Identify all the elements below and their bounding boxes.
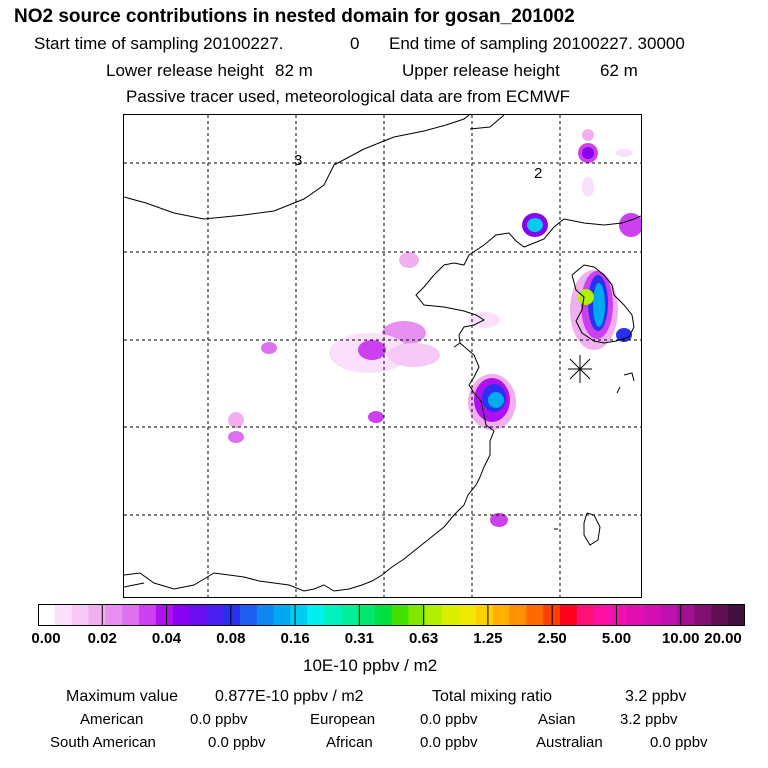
- colorbar-cell: [425, 604, 443, 626]
- colorbar-cell: [391, 604, 409, 626]
- colorbar-cell: [307, 604, 325, 626]
- colorbar-cell: [172, 604, 191, 626]
- colorbar-tick-label: 0.02: [87, 630, 117, 647]
- region-value-australian: 0.0 ppbv: [650, 734, 708, 751]
- colorbar-tick-label: 0.08: [216, 630, 246, 647]
- region-value-asian: 3.2 ppbv: [620, 711, 678, 728]
- colorbar-cell: [492, 604, 510, 626]
- colorbar-cell: [644, 604, 662, 626]
- colorbar-cell: [509, 604, 527, 626]
- colorbar-cell: [728, 604, 745, 626]
- colorbar-cell: [38, 604, 56, 626]
- colorbar-tick-label: 1.25: [473, 630, 503, 647]
- colorbar-tick-label: 0.63: [409, 630, 439, 647]
- max-value: 0.877E-10 ppbv / m2: [215, 688, 364, 705]
- grid-label-3: 3: [294, 152, 302, 169]
- colorbar-cell: [256, 604, 275, 626]
- colorbar-cell: [189, 604, 207, 626]
- colorbar-cell: [442, 604, 460, 626]
- region-value-south-american: 0.0 ppbv: [208, 734, 266, 751]
- colorbar-tick-label: 10.00: [661, 630, 700, 647]
- colorbar-cell: [273, 604, 292, 626]
- lat-lon-grid: [124, 115, 641, 597]
- colorbar-cell: [408, 604, 426, 626]
- colorbar-tick-label: 2.50: [537, 630, 567, 647]
- colorbar-cell: [660, 604, 679, 626]
- colorbar-cell: [593, 604, 611, 626]
- colorbar-cell: [54, 604, 73, 626]
- colorbar-cell: [526, 604, 544, 626]
- colorbar-cell: [677, 604, 696, 626]
- colorbar-tick-label: 20.00: [704, 630, 742, 647]
- colorbar-tick-label: 0.04: [151, 630, 182, 647]
- total-mixing-label: Total mixing ratio: [432, 688, 553, 705]
- max-value-label: Maximum value: [66, 688, 179, 705]
- region-name-american: American: [80, 711, 144, 728]
- grid-label-2: 2: [534, 165, 542, 182]
- start-time-value: 0: [350, 34, 360, 53]
- colorbar-cell: [223, 604, 241, 626]
- colorbar-tick-label: 5.00: [601, 630, 632, 647]
- total-mixing-value: 3.2 ppbv: [625, 688, 687, 705]
- colorbar-cell: [576, 604, 595, 626]
- colorbar-cell: [324, 604, 342, 626]
- colorbar-cell: [475, 604, 494, 626]
- upper-height-value: 62 m: [600, 61, 638, 80]
- map-canvas: 3 2: [124, 115, 641, 597]
- region-name-asian: Asian: [538, 711, 576, 728]
- colorbar-cell: [711, 604, 729, 626]
- colorbar-cell: [240, 604, 258, 626]
- start-time-label: Start time of sampling 20100227.: [34, 34, 284, 53]
- colorbar-unit: 10E-10 ppbv / m2: [303, 656, 438, 675]
- colorbar-cell: [374, 604, 393, 626]
- region-name-south-american: South American: [50, 734, 156, 751]
- colorbar-cell: [71, 604, 90, 626]
- coastlines: [124, 115, 641, 592]
- lower-height-label: Lower release height: [106, 61, 264, 80]
- colorbar-tick-label: 0.16: [280, 630, 310, 647]
- colorbar-cell: [341, 604, 359, 626]
- region-name-australian: Australian: [536, 734, 603, 751]
- region-name-european: European: [310, 711, 376, 728]
- region-name-african: African: [326, 734, 373, 751]
- colorbar: [38, 604, 745, 626]
- map-title: NO2 source contributions in nested domai…: [14, 6, 575, 27]
- colorbar-cell: [155, 604, 174, 626]
- colorbar-cell: [357, 604, 376, 626]
- colorbar-frame: [38, 604, 745, 626]
- colorbar-cell: [610, 604, 628, 626]
- colorbar-cell: [206, 604, 224, 626]
- colorbar-cell: [627, 604, 645, 626]
- colorbar-cell: [694, 604, 712, 626]
- colorbar-cell: [122, 604, 140, 626]
- tracer-note: Passive tracer used, meteorological data…: [126, 87, 571, 106]
- colorbar-tick-label: 0.00: [31, 630, 61, 647]
- colorbar-cell: [105, 604, 123, 626]
- region-value-european: 0.0 ppbv: [420, 711, 478, 728]
- receptor-marker: [568, 355, 592, 383]
- upper-height-label: Upper release height: [402, 61, 560, 80]
- colorbar-cell: [88, 604, 106, 626]
- colorbar-cell: [139, 604, 157, 626]
- colorbar-cell: [559, 604, 578, 626]
- colorbar-tick-label: 0.31: [344, 630, 374, 647]
- map-panel: 3 2: [123, 114, 642, 598]
- colorbar-cell: [290, 604, 308, 626]
- end-time-label: End time of sampling 20100227. 30000: [389, 34, 685, 53]
- lower-height-value: 82 m: [275, 61, 313, 80]
- region-value-african: 0.0 ppbv: [420, 734, 478, 751]
- colorbar-cell: [458, 604, 477, 626]
- region-value-american: 0.0 ppbv: [190, 711, 248, 728]
